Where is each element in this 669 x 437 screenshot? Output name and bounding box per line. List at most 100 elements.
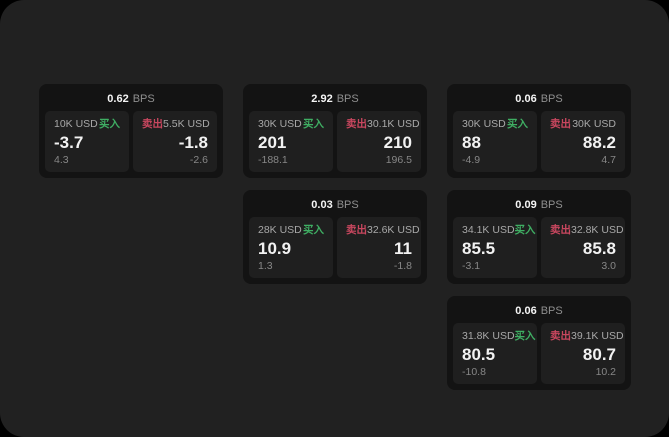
buy-sub-value: -4.9 (462, 154, 481, 166)
spread-header: 0.62 BPS (45, 90, 217, 108)
sell-sub-value: 4.7 (601, 154, 616, 166)
quote-panels: 10K USD 买入 -3.7 4.3 卖出 5.5K USD -1.8 -2.… (45, 111, 217, 172)
sell-amount: 32.6K USD (367, 224, 420, 236)
sell-label: 卖出 (142, 118, 163, 130)
buy-label: 买入 (514, 224, 536, 236)
sell-amount: 30K USD (572, 118, 616, 130)
spread-unit-label: BPS (132, 93, 155, 105)
buy-sub-value: -188.1 (258, 154, 288, 166)
quote-card[interactable]: 0.03 BPS 28K USD 买入 10.9 1.3 卖出 32.6K US… (243, 190, 427, 284)
buy-amount: 28K USD (258, 224, 302, 236)
buy-label: 买入 (303, 224, 324, 236)
buy-price: 10.9 (258, 238, 292, 258)
sell-label: 卖出 (550, 330, 571, 342)
sell-panel-top: 卖出 32.8K USD (550, 224, 624, 236)
buy-amount: 10K USD (54, 118, 98, 130)
sell-panel-top: 卖出 30.1K USD (346, 118, 420, 130)
sell-panel-top: 卖出 5.5K USD (142, 118, 210, 130)
sell-sub-value: -1.8 (393, 260, 412, 272)
spread-header: 0.09 BPS (453, 196, 625, 214)
quote-card[interactable]: 0.62 BPS 10K USD 买入 -3.7 4.3 卖出 5.5K USD (39, 84, 223, 178)
spread-unit-label: BPS (540, 199, 563, 211)
sell-panel[interactable]: 卖出 5.5K USD -1.8 -2.6 (133, 111, 217, 172)
quote-panels: 34.1K USD 买入 85.5 -3.1 卖出 32.8K USD 85.8… (453, 217, 625, 278)
sell-price: 80.7 (582, 344, 616, 364)
spread-value: 0.03 (311, 199, 333, 211)
sell-label: 卖出 (346, 224, 367, 236)
buy-panel[interactable]: 10K USD 买入 -3.7 4.3 (45, 111, 129, 172)
buy-panel[interactable]: 30K USD 买入 201 -188.1 (249, 111, 333, 172)
buy-sub-value: 4.3 (54, 154, 69, 166)
buy-label: 买入 (514, 330, 536, 342)
sell-panel-top: 卖出 30K USD (550, 118, 616, 130)
buy-price: -3.7 (54, 132, 84, 152)
buy-panel-top: 30K USD 买入 (258, 118, 324, 130)
buy-panel-top: 31.8K USD 买入 (462, 330, 536, 342)
buy-panel-top: 28K USD 买入 (258, 224, 324, 236)
sell-panel[interactable]: 卖出 32.8K USD 85.8 3.0 (541, 217, 625, 278)
buy-panel[interactable]: 34.1K USD 买入 85.5 -3.1 (453, 217, 537, 278)
spread-value: 0.06 (515, 93, 537, 105)
buy-price: 80.5 (462, 344, 496, 364)
buy-amount: 34.1K USD (462, 224, 515, 236)
buy-panel-top: 30K USD 买入 (462, 118, 528, 130)
sell-panel[interactable]: 卖出 39.1K USD 80.7 10.2 (541, 323, 625, 384)
spread-header: 0.06 BPS (453, 302, 625, 320)
buy-amount: 30K USD (258, 118, 302, 130)
sell-amount: 32.8K USD (571, 224, 624, 236)
sell-label: 卖出 (550, 224, 571, 236)
quote-panels: 30K USD 买入 88 -4.9 卖出 30K USD 88.2 4.7 (453, 111, 625, 172)
spread-unit-label: BPS (540, 305, 563, 317)
quote-card[interactable]: 0.06 BPS 30K USD 买入 88 -4.9 卖出 30K USD (447, 84, 631, 178)
spread-header: 0.06 BPS (453, 90, 625, 108)
quote-panels: 30K USD 买入 201 -188.1 卖出 30.1K USD 210 1… (249, 111, 421, 172)
sell-price: 210 (383, 132, 412, 152)
sell-panel-top: 卖出 39.1K USD (550, 330, 624, 342)
buy-label: 买入 (99, 118, 120, 130)
spread-header: 0.03 BPS (249, 196, 421, 214)
spread-unit-label: BPS (336, 199, 359, 211)
quote-card[interactable]: 0.06 BPS 31.8K USD 买入 80.5 -10.8 卖出 39.1… (447, 296, 631, 390)
buy-panel[interactable]: 31.8K USD 买入 80.5 -10.8 (453, 323, 537, 384)
buy-price: 201 (258, 132, 287, 152)
quote-card[interactable]: 0.09 BPS 34.1K USD 买入 85.5 -3.1 卖出 32.8K… (447, 190, 631, 284)
sell-price: 85.8 (582, 238, 616, 258)
sell-label: 卖出 (346, 118, 367, 130)
quote-panels: 28K USD 买入 10.9 1.3 卖出 32.6K USD 11 -1.8 (249, 217, 421, 278)
sell-sub-value: 196.5 (385, 154, 412, 166)
buy-panel-top: 34.1K USD 买入 (462, 224, 536, 236)
sell-panel[interactable]: 卖出 30.1K USD 210 196.5 (337, 111, 421, 172)
buy-panel[interactable]: 28K USD 买入 10.9 1.3 (249, 217, 333, 278)
sell-amount: 39.1K USD (571, 330, 624, 342)
quote-card[interactable]: 2.92 BPS 30K USD 买入 201 -188.1 卖出 30.1K … (243, 84, 427, 178)
spread-value: 0.06 (515, 305, 537, 317)
sell-sub-value: -2.6 (189, 154, 208, 166)
quotes-grid: 0.62 BPS 10K USD 买入 -3.7 4.3 卖出 5.5K USD (39, 84, 631, 390)
sell-amount: 5.5K USD (163, 118, 210, 130)
buy-amount: 30K USD (462, 118, 506, 130)
spread-unit-label: BPS (540, 93, 563, 105)
quote-panels: 31.8K USD 买入 80.5 -10.8 卖出 39.1K USD 80.… (453, 323, 625, 384)
spread-unit-label: BPS (336, 93, 359, 105)
buy-sub-value: -3.1 (462, 260, 481, 272)
spread-value: 2.92 (311, 93, 333, 105)
buy-panel[interactable]: 30K USD 买入 88 -4.9 (453, 111, 537, 172)
sell-sub-value: 10.2 (595, 366, 616, 378)
buy-sub-value: -10.8 (462, 366, 486, 378)
sell-price: 11 (394, 238, 412, 258)
buy-label: 买入 (303, 118, 324, 130)
spread-header: 2.92 BPS (249, 90, 421, 108)
sell-panel-top: 卖出 32.6K USD (346, 224, 420, 236)
sell-price: -1.8 (178, 132, 208, 152)
sell-panel[interactable]: 卖出 30K USD 88.2 4.7 (541, 111, 625, 172)
buy-price: 85.5 (462, 238, 496, 258)
buy-price: 88 (462, 132, 481, 152)
buy-label: 买入 (507, 118, 528, 130)
sell-price: 88.2 (582, 132, 616, 152)
buy-amount: 31.8K USD (462, 330, 515, 342)
spread-value: 0.09 (515, 199, 537, 211)
spread-value: 0.62 (107, 93, 129, 105)
sell-amount: 30.1K USD (367, 118, 420, 130)
sell-panel[interactable]: 卖出 32.6K USD 11 -1.8 (337, 217, 421, 278)
